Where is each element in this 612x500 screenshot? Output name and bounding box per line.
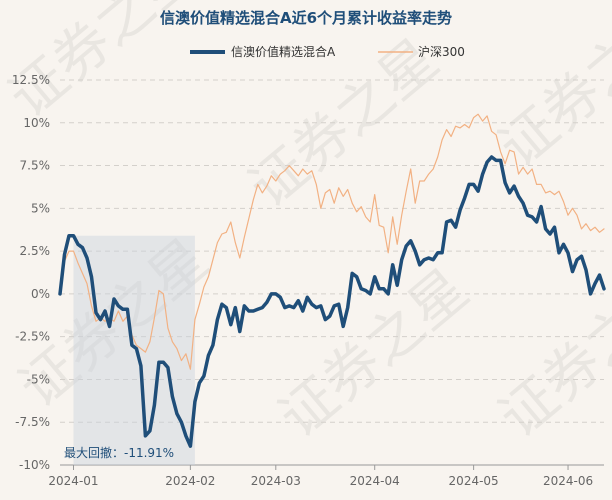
drawdown-area: [73, 235, 195, 465]
x-tick-label: 2024-04: [350, 474, 400, 488]
legend-label-fund: 信澳价值精选混合A: [231, 44, 336, 59]
y-tick-label: 0%: [31, 287, 50, 301]
chart-title: 信澳价值精选混合A近6个月累计收益率走势: [160, 9, 452, 27]
x-tick-label: 2024-02: [165, 474, 215, 488]
y-tick-label: -5%: [27, 372, 50, 386]
y-tick-label: -7.5%: [15, 415, 50, 429]
y-tick-label: 2.5%: [20, 244, 51, 258]
drawdown-area-group: [73, 235, 195, 465]
legend-label-index: 沪深300: [418, 45, 465, 59]
x-tick-label: 2024-06: [543, 474, 593, 488]
x-tick-label: 2024-05: [449, 474, 499, 488]
series-line-csi300: [59, 113, 605, 370]
y-tick-label: 7.5%: [20, 159, 51, 173]
x-tick-label: 2024-03: [251, 474, 301, 488]
series-lines: [58, 113, 606, 448]
legend: 信澳价值精选混合A 沪深300: [190, 44, 465, 59]
y-tick-label: -2.5%: [15, 330, 50, 344]
y-tick-label: 12.5%: [12, 73, 50, 87]
y-tick-label: 10%: [23, 116, 50, 130]
x-tick-label: 2024-01: [48, 474, 98, 488]
max-drawdown-label: 最大回撤：-11.91%: [64, 445, 174, 460]
series-line-fund: [58, 155, 606, 448]
watermark-text: 证券之星: [487, 0, 612, 181]
y-tick-label: -10%: [19, 458, 50, 472]
y-axis: 12.5% 10% 7.5% 5% 2.5% 0% -2.5% -5% -7.5% -10%: [12, 73, 50, 472]
x-axis: 2024-01 2024-02 2024-03 2024-04 2024-05 2024-…: [48, 464, 604, 488]
y-tick-label: 5%: [31, 201, 50, 215]
